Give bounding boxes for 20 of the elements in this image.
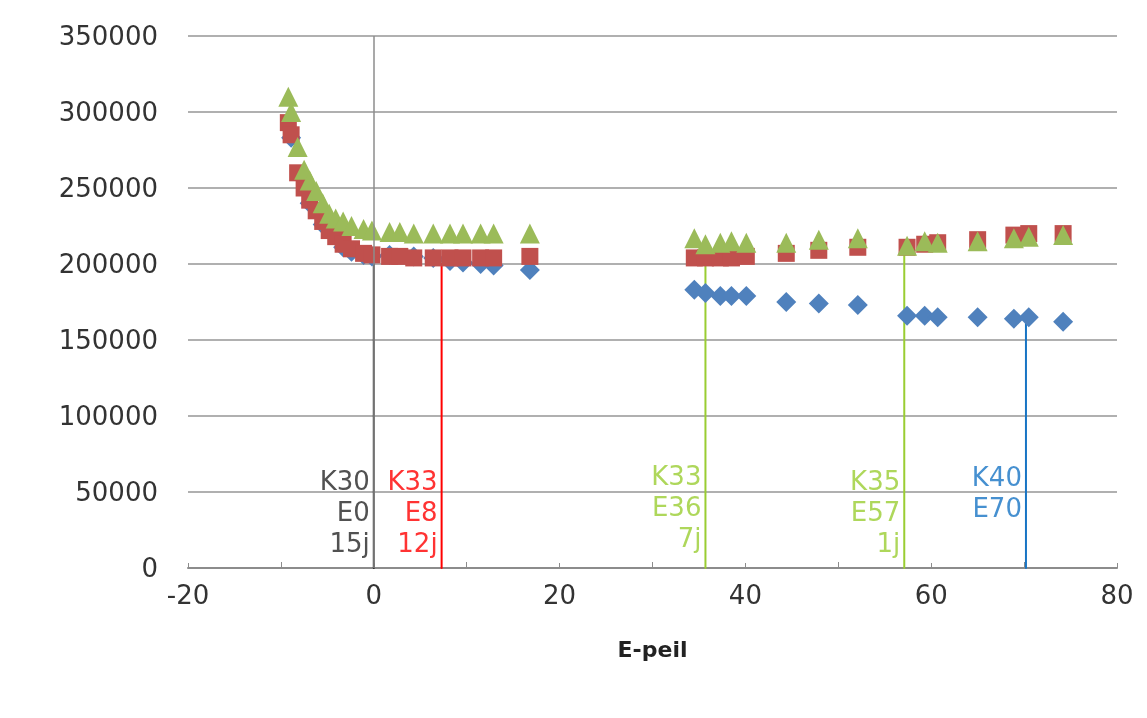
annotation: K33 E8 12j	[387, 465, 438, 558]
annotation: K33 E36 7j	[651, 461, 702, 554]
y-tick-label: 300000	[58, 97, 158, 127]
y-tick-label: 350000	[58, 21, 158, 51]
annotation: K30 E0 15j	[319, 465, 370, 558]
y-tick-label: 200000	[58, 249, 158, 279]
y-tick-label: 150000	[58, 325, 158, 355]
annotation: K40 E70	[971, 461, 1022, 523]
x-tick-label: 0	[365, 580, 383, 610]
annotation: K35 E57 1j	[850, 465, 901, 558]
x-tick-label: 60	[914, 580, 948, 610]
x-tick-label: 40	[728, 580, 762, 610]
x-tick-label: -20	[166, 580, 210, 610]
x-tick-label: 20	[543, 580, 577, 610]
y-tick-label: 0	[141, 553, 158, 583]
x-tick-label: 80	[1100, 580, 1134, 610]
y-tick-label: 250000	[58, 173, 158, 203]
y-tick-label: 50000	[75, 477, 158, 507]
x-axis-title: E-peil	[617, 636, 688, 662]
y-tick-label: 100000	[58, 401, 158, 431]
